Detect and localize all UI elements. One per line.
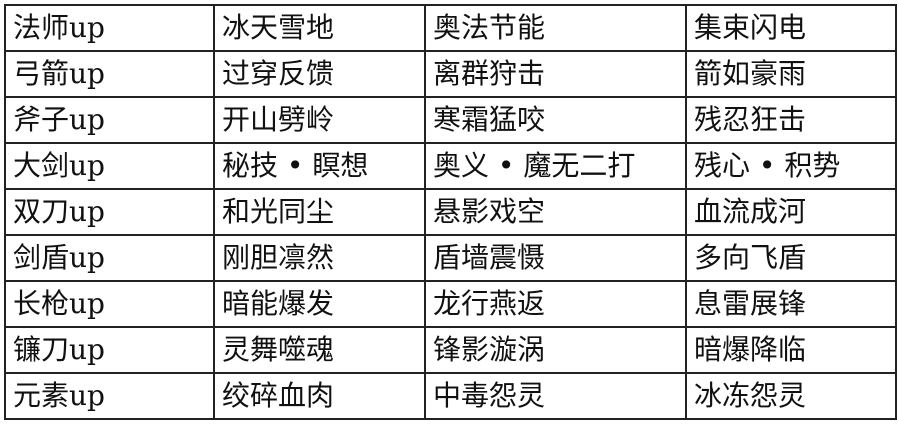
table-row: 大剑up 秘技 • 瞑想 奥义 • 魔无二打 残心 • 积势 — [4, 142, 897, 190]
skill-cell: 集束闪电 — [685, 4, 897, 52]
weapon-cell: 双刀up — [4, 188, 215, 236]
skill-cell: 和光同尘 — [213, 188, 426, 236]
skill-cell: 残心 • 积势 — [685, 142, 897, 190]
skill-cell: 过穿反馈 — [213, 50, 426, 98]
weapon-cell: 法师up — [4, 4, 215, 52]
skill-cell: 开山劈岭 — [213, 96, 426, 144]
skill-cell: 龙行燕返 — [424, 280, 687, 328]
skill-cell: 血流成河 — [685, 188, 897, 236]
skill-cell: 绞碎血肉 — [213, 372, 426, 420]
weapon-cell: 长枪up — [4, 280, 215, 328]
weapon-cell: 镰刀up — [4, 326, 215, 374]
skill-cell: 奥法节能 — [424, 4, 687, 52]
skill-cell: 多向飞盾 — [685, 234, 897, 282]
skill-cell: 灵舞噬魂 — [213, 326, 426, 374]
skill-cell: 离群狩击 — [424, 50, 687, 98]
skill-table: 法师up 冰天雪地 奥法节能 集束闪电 弓箭up 过穿反馈 离群狩击 箭如豪雨 斧子up 开山劈岭… — [4, 4, 897, 420]
skill-cell: 残忍狂击 — [685, 96, 897, 144]
skill-cell: 盾墙震慑 — [424, 234, 687, 282]
skill-cell: 刚胆凛然 — [213, 234, 426, 282]
skill-cell: 中毒怨灵 — [424, 372, 687, 420]
table-row: 弓箭up 过穿反馈 离群狩击 箭如豪雨 — [4, 50, 897, 98]
table-row: 剑盾up 刚胆凛然 盾墙震慑 多向飞盾 — [4, 234, 897, 282]
skill-cell: 暗爆降临 — [685, 326, 897, 374]
skill-cell: 暗能爆发 — [213, 280, 426, 328]
table-row: 斧子up 开山劈岭 寒霜猛咬 残忍狂击 — [4, 96, 897, 144]
skill-cell: 寒霜猛咬 — [424, 96, 687, 144]
table-row: 镰刀up 灵舞噬魂 锋影漩涡 暗爆降临 — [4, 326, 897, 374]
table-row: 双刀up 和光同尘 悬影戏空 血流成河 — [4, 188, 897, 236]
table-row: 长枪up 暗能爆发 龙行燕返 息雷展锋 — [4, 280, 897, 328]
skill-cell: 悬影戏空 — [424, 188, 687, 236]
skill-table-body: 法师up 冰天雪地 奥法节能 集束闪电 弓箭up 过穿反馈 离群狩击 箭如豪雨 斧子up 开山劈岭… — [4, 4, 897, 420]
skill-cell: 锋影漩涡 — [424, 326, 687, 374]
skill-cell: 秘技 • 瞑想 — [213, 142, 426, 190]
skill-cell: 冰冻怨灵 — [685, 372, 897, 420]
weapon-cell: 剑盾up — [4, 234, 215, 282]
weapon-cell: 弓箭up — [4, 50, 215, 98]
table-row: 法师up 冰天雪地 奥法节能 集束闪电 — [4, 4, 897, 52]
table-row: 元素up 绞碎血肉 中毒怨灵 冰冻怨灵 — [4, 372, 897, 420]
skill-cell: 冰天雪地 — [213, 4, 426, 52]
weapon-cell: 斧子up — [4, 96, 215, 144]
weapon-cell: 大剑up — [4, 142, 215, 190]
skill-cell: 箭如豪雨 — [685, 50, 897, 98]
skill-cell: 息雷展锋 — [685, 280, 897, 328]
skill-cell: 奥义 • 魔无二打 — [424, 142, 687, 190]
weapon-cell: 元素up — [4, 372, 215, 420]
